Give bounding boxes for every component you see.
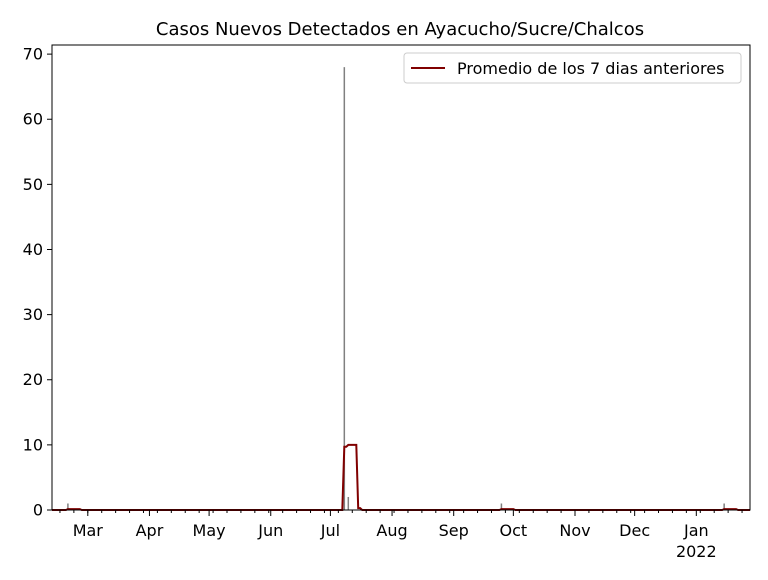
y-tick-label: 40 — [23, 240, 43, 259]
x-tick-label: Jul — [320, 521, 340, 540]
y-tick-label: 0 — [33, 501, 43, 520]
y-tick-label: 20 — [23, 370, 43, 389]
bar — [723, 503, 725, 510]
x-tick-label: Jan — [683, 521, 709, 540]
bar — [67, 503, 69, 510]
x-tick-label: Mar — [73, 521, 104, 540]
x-tick-label: Dec — [619, 521, 650, 540]
bar — [347, 496, 350, 510]
y-axis: 0 10 20 30 40 50 60 70 — [23, 45, 52, 520]
x-tick-label: Aug — [376, 521, 407, 540]
legend-label: Promedio de los 7 dias anteriores — [457, 59, 724, 78]
average-line — [52, 443, 750, 511]
y-tick-label: 50 — [23, 175, 43, 194]
x-tick-label: May — [193, 521, 226, 540]
x-tick-label: Nov — [559, 521, 590, 540]
average-line-group — [52, 443, 750, 511]
x-tick-label: Sep — [439, 521, 469, 540]
y-tick-label: 10 — [23, 435, 43, 454]
x-tick-label: Apr — [136, 521, 164, 540]
x-tick-label: Oct — [500, 521, 528, 540]
bar — [343, 67, 346, 511]
legend: Promedio de los 7 dias anteriores — [403, 52, 742, 84]
plot-frame — [51, 44, 751, 511]
y-tick-label: 70 — [23, 45, 43, 64]
chart-title: Casos Nuevos Detectados en Ayacucho/Sucr… — [156, 19, 644, 40]
bar — [500, 503, 503, 510]
y-tick-label: 60 — [23, 110, 43, 129]
x-tick-year-label: 2022 — [676, 542, 717, 561]
bars — [67, 67, 725, 511]
x-tick-label: Jun — [257, 521, 283, 540]
y-tick-label: 30 — [23, 305, 43, 324]
x-axis: Mar Apr May Jun Jul Aug Sep Oct Nov Dec Jan 2022 — [59, 510, 743, 561]
legend-box — [403, 52, 742, 84]
